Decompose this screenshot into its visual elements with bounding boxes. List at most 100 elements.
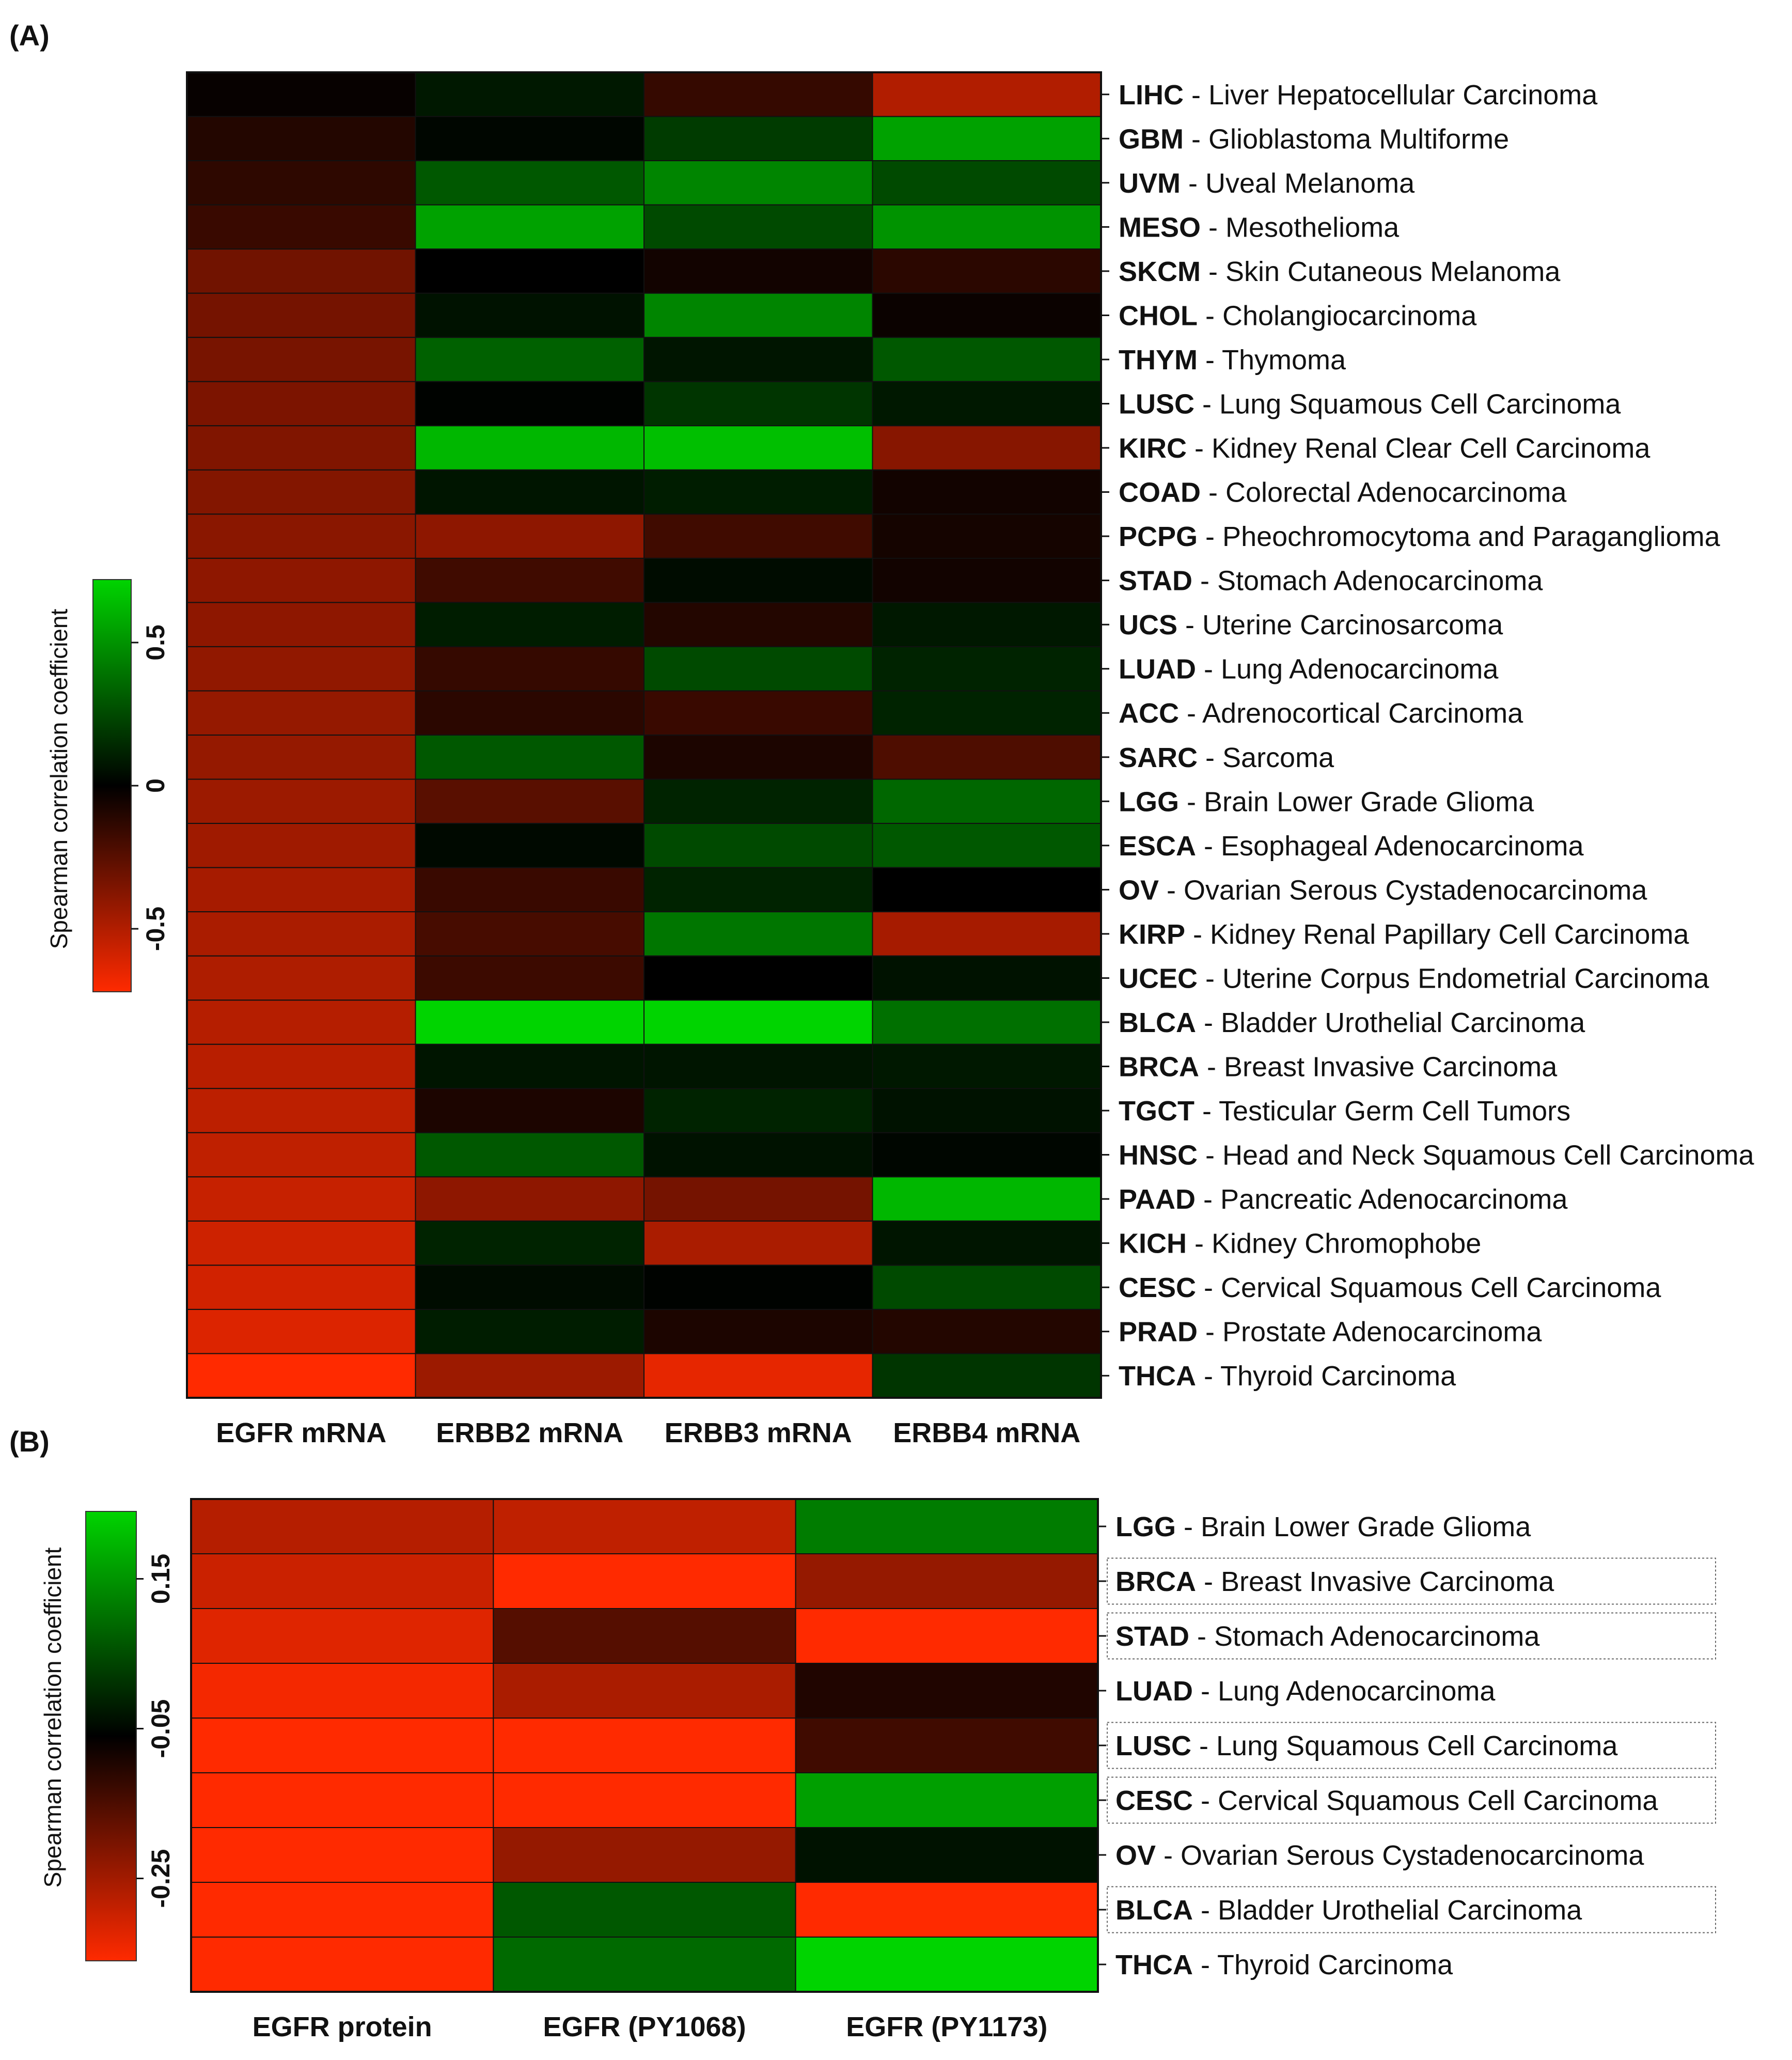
heatmap-cell <box>643 602 873 647</box>
row-label-name: Ovarian Serous Cystadenocarcinoma <box>1181 1840 1644 1871</box>
colorbar-a-gradient <box>92 579 132 992</box>
row-label: CESC - Cervical Squamous Cell Carcinoma <box>1119 1272 1661 1303</box>
row-label-name: Thyroid Carcinoma <box>1220 1361 1456 1392</box>
row-label: PCPG - Pheochromocytoma and Paragangliom… <box>1119 521 1721 552</box>
row-label: TGCT - Testicular Germ Cell Tumors <box>1119 1096 1570 1127</box>
heatmap-cell <box>186 557 416 603</box>
row-label-name: Brain Lower Grade Glioma <box>1201 1511 1531 1542</box>
row-label-name: Pheochromocytoma and Paraganglioma <box>1222 521 1721 552</box>
heatmap-cell <box>872 823 1102 868</box>
row-label-name: Kidney Chromophobe <box>1212 1228 1481 1259</box>
heatmap-cell <box>872 1088 1102 1133</box>
heatmap-cell <box>415 1265 645 1310</box>
heatmap-cell <box>795 1772 1098 1828</box>
heatmap-cell <box>415 778 645 824</box>
row-label: SKCM - Skin Cutaneous Melanoma <box>1119 256 1561 287</box>
row-highlight-box <box>1107 1722 1716 1769</box>
heatmap-cell <box>415 602 645 647</box>
row-label-name: Pancreatic Adenocarcinoma <box>1220 1184 1568 1215</box>
row-label-separator: - <box>1191 1730 1216 1761</box>
row-label-name: Lung Squamous Cell Carcinoma <box>1219 389 1621 420</box>
heatmap-cell <box>872 381 1102 427</box>
column-label: EGFR (PY1173) <box>846 2011 1047 2042</box>
heatmap-cell <box>186 1220 416 1266</box>
heatmap-cell <box>186 513 416 559</box>
row-label-name: Testicular Germ Cell Tumors <box>1219 1096 1570 1127</box>
row-label-name: Cholangiocarcinoma <box>1222 300 1477 331</box>
heatmap-cell <box>643 116 873 162</box>
row-label: THCA - Thyroid Carcinoma <box>1115 1949 1453 1980</box>
heatmap-cell <box>191 1937 494 1992</box>
colorbar-b: Spearman correlation coefficient 0.15 -0.… <box>39 1511 175 1961</box>
row-highlight-box <box>1107 1886 1716 1933</box>
heatmap-cell <box>191 1499 494 1554</box>
heatmap-cell <box>795 1499 1098 1554</box>
heatmap-cell <box>415 1220 645 1266</box>
row-label-code: BLCA <box>1119 1007 1196 1038</box>
column-label: ERBB2 mRNA <box>436 1417 623 1448</box>
heatmap-cell <box>643 1353 873 1398</box>
heatmap-cell <box>186 292 416 338</box>
heatmap-a-row-labels: LIHC - Liver Hepatocellular Carcinoma GBM… <box>1101 80 1754 1392</box>
heatmap-cell <box>493 1827 796 1883</box>
heatmap-cell <box>795 1553 1098 1609</box>
heatmap-cell <box>415 690 645 736</box>
heatmap-cell <box>415 72 645 117</box>
row-label-name: Uterine Corpus Endometrial Carcinoma <box>1222 963 1709 994</box>
row-label: LUSC - Lung Squamous Cell Carcinoma <box>1115 1730 1618 1761</box>
colorbar-a: Spearman correlation coefficient 0.5 0 -0.… <box>45 579 170 992</box>
heatmap-cell <box>186 1265 416 1310</box>
heatmap-cell <box>186 646 416 692</box>
row-label-code: CHOL <box>1119 300 1198 331</box>
row-label-name: Lung Squamous Cell Carcinoma <box>1216 1730 1618 1761</box>
heatmap-cell <box>415 735 645 780</box>
heatmap-cell <box>643 867 873 913</box>
row-label-code: CESC <box>1119 1272 1196 1303</box>
heatmap-cell <box>415 1132 645 1178</box>
heatmap-cell <box>872 425 1102 471</box>
row-label-name: Uveal Melanoma <box>1205 168 1415 199</box>
heatmap-cell <box>415 646 645 692</box>
heatmap-cell <box>415 823 645 868</box>
row-label-separator: - <box>1187 433 1212 464</box>
row-label-name: Brain Lower Grade Glioma <box>1204 786 1534 817</box>
heatmap-cell <box>643 337 873 382</box>
row-label: OV - Ovarian Serous Cystadenocarcinoma <box>1119 875 1647 906</box>
heatmap-cell <box>186 1043 416 1089</box>
heatmap-cell <box>872 1265 1102 1310</box>
row-label-separator: - <box>1184 123 1208 154</box>
heatmap-cell <box>872 646 1102 692</box>
row-label-separator: - <box>1198 963 1222 994</box>
heatmap-cell <box>415 469 645 515</box>
heatmap-cell <box>186 1353 416 1398</box>
row-label: LGG - Brain Lower Grade Glioma <box>1115 1511 1531 1542</box>
heatmap-cell <box>872 690 1102 736</box>
heatmap-cell <box>493 1937 796 1992</box>
row-label: MESO - Mesothelioma <box>1119 212 1400 243</box>
row-label-code: STAD <box>1115 1621 1189 1652</box>
row-label-separator: - <box>1159 875 1184 906</box>
row-label: ACC - Adrenocortical Carcinoma <box>1119 698 1523 729</box>
heatmap-cell <box>186 735 416 780</box>
heatmap-cell <box>872 867 1102 913</box>
row-label-name: Liver Hepatocellular Carcinoma <box>1208 80 1598 111</box>
panel-a-label: (A) <box>9 19 50 52</box>
heatmap-cell <box>493 1553 796 1609</box>
heatmap-cell <box>795 1882 1098 1938</box>
heatmap-cell <box>191 1608 494 1664</box>
row-label: OV - Ovarian Serous Cystadenocarcinoma <box>1115 1840 1644 1871</box>
heatmap-cell <box>415 557 645 603</box>
row-label: PRAD - Prostate Adenocarcinoma <box>1119 1317 1542 1348</box>
heatmap-cell <box>795 1937 1098 1992</box>
row-label-separator: - <box>1198 1140 1222 1171</box>
heatmap-cell <box>643 1088 873 1133</box>
column-label: EGFR protein <box>253 2011 432 2042</box>
colorbar-tick-label: -0.25 <box>146 1849 175 1908</box>
row-label-code: LUAD <box>1115 1676 1193 1707</box>
row-label: GBM - Glioblastoma Multiforme <box>1119 123 1509 154</box>
heatmap-cell <box>415 1000 645 1045</box>
row-highlight-box <box>1107 1557 1716 1605</box>
heatmap-cell <box>186 1000 416 1045</box>
heatmap-cell <box>186 1308 416 1354</box>
heatmap-cell <box>643 425 873 471</box>
